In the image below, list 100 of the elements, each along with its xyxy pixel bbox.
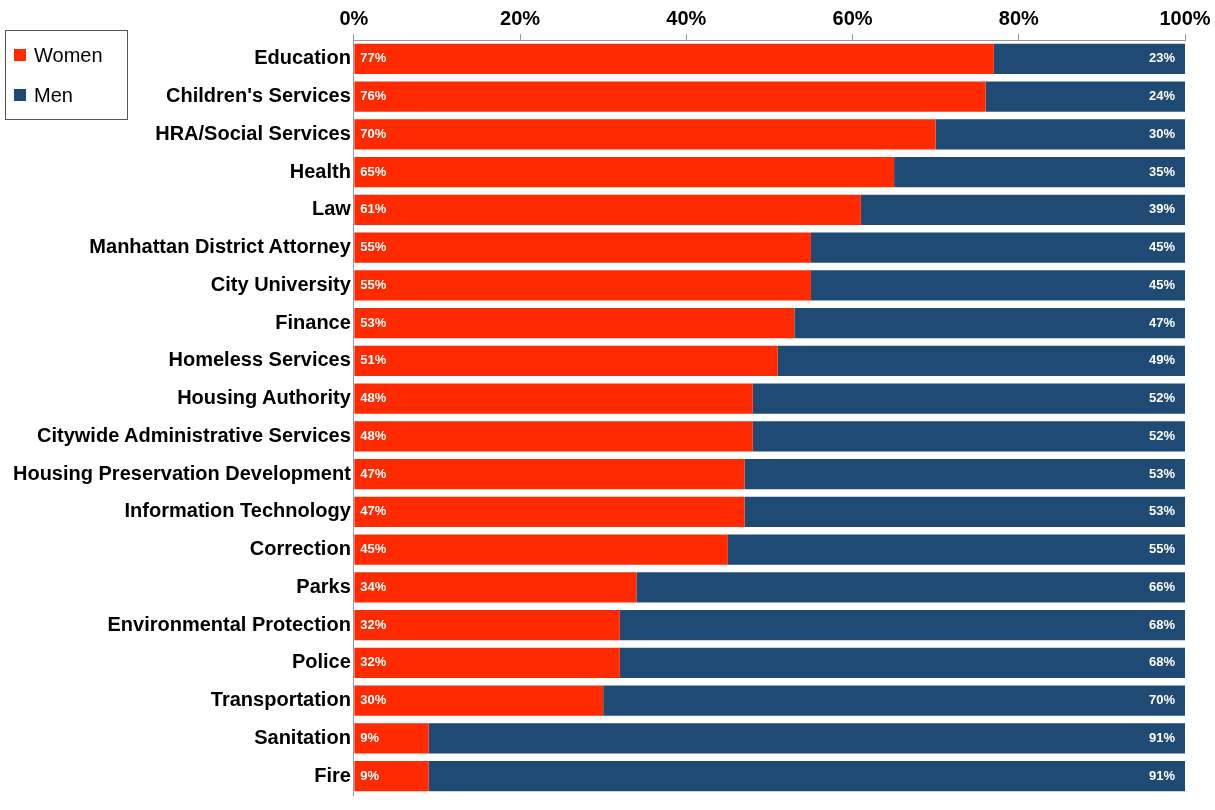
bar — [354, 761, 429, 792]
bar — [860, 194, 1185, 225]
text: 55% — [1148, 541, 1175, 557]
bar — [636, 572, 1185, 603]
bar — [794, 308, 1185, 339]
y-tick-label: Transportation — [210, 688, 351, 711]
y-tick-label: Citywide Administrative Services — [37, 423, 351, 446]
bar — [810, 270, 1185, 301]
bar — [354, 534, 728, 565]
text: 91% — [1148, 729, 1175, 745]
bar — [744, 496, 1185, 527]
bar — [354, 194, 861, 225]
text: 55% — [360, 239, 387, 255]
text: 47% — [360, 465, 387, 481]
text: 76% — [360, 88, 387, 104]
bar — [354, 43, 994, 74]
bar — [428, 723, 1185, 754]
bar — [752, 383, 1185, 414]
text: 91% — [1148, 767, 1175, 783]
text: 30% — [1148, 125, 1175, 141]
y-tick-label: Law — [311, 197, 352, 220]
bar — [777, 345, 1185, 376]
text: 32% — [360, 654, 387, 670]
bar — [354, 723, 429, 754]
y-tick-label: HRA/Social Services — [155, 121, 351, 144]
y-tick-label: Housing Authority — [177, 386, 352, 409]
bar — [727, 534, 1185, 565]
y-tick-label: Finance — [275, 310, 351, 333]
bar — [354, 81, 986, 112]
x-tick-label: 80% — [998, 6, 1039, 29]
bar — [354, 496, 745, 527]
bar — [354, 685, 604, 716]
bar — [354, 572, 637, 603]
text: 9% — [360, 729, 380, 745]
bar — [354, 157, 895, 188]
text: 53% — [360, 314, 387, 330]
text: 70% — [1148, 692, 1175, 708]
y-tick-label: Homeless Services — [168, 348, 351, 371]
y-tick-label: Police — [291, 650, 351, 673]
bar — [354, 232, 811, 263]
text: 32% — [360, 616, 387, 632]
text: 52% — [1148, 427, 1175, 443]
y-tick-label: Sanitation — [254, 725, 351, 748]
x-tick-label: 0% — [339, 6, 369, 29]
x-tick-label: 60% — [832, 6, 873, 29]
bar — [354, 383, 753, 414]
y-tick-label: Manhattan District Attorney — [89, 235, 352, 258]
text: 45% — [360, 541, 387, 557]
text: 39% — [1148, 201, 1175, 217]
text: 68% — [1148, 616, 1175, 632]
text: 47% — [1148, 314, 1175, 330]
text: 53% — [1148, 465, 1175, 481]
y-tick-label: City University — [210, 272, 352, 295]
text: 70% — [360, 125, 387, 141]
text: 53% — [1148, 503, 1175, 519]
bar — [985, 81, 1185, 112]
text: 47% — [360, 503, 387, 519]
text: 35% — [1148, 163, 1175, 179]
bar — [894, 157, 1185, 188]
text: 61% — [360, 201, 387, 217]
bar — [935, 119, 1185, 150]
bar — [354, 647, 620, 678]
y-tick-label: Children's Services — [166, 84, 351, 107]
text: 24% — [1148, 88, 1175, 104]
x-tick-label: 20% — [500, 6, 541, 29]
text: 65% — [360, 163, 387, 179]
text: 51% — [360, 352, 387, 368]
y-tick-label: Correction — [249, 537, 351, 560]
bar — [354, 459, 745, 490]
y-tick-label: Environmental Protection — [107, 612, 351, 635]
text: 45% — [1148, 276, 1175, 292]
x-tick-label: 100% — [1159, 6, 1211, 29]
bar — [603, 685, 1185, 716]
bar — [619, 610, 1185, 641]
text: 66% — [1148, 578, 1175, 594]
text: 52% — [1148, 390, 1175, 406]
bar — [354, 119, 936, 150]
y-tick-label: Parks — [296, 574, 351, 597]
text: 30% — [360, 692, 387, 708]
legend-label: Men — [34, 83, 73, 107]
y-tick-label: Education — [254, 46, 351, 69]
text: 48% — [360, 390, 387, 406]
bar — [354, 345, 778, 376]
bar — [354, 610, 620, 641]
y-tick-label: Housing Preservation Development — [12, 461, 352, 484]
text: 34% — [360, 578, 387, 594]
x-tick-label: 40% — [666, 6, 707, 29]
bar — [354, 308, 795, 339]
y-tick-label: Health — [289, 159, 351, 182]
bar — [428, 761, 1185, 792]
text: 23% — [1148, 50, 1175, 66]
text: 45% — [1148, 239, 1175, 255]
text: 68% — [1148, 654, 1175, 670]
bar — [752, 421, 1185, 452]
bar — [354, 270, 811, 301]
bar — [993, 43, 1185, 74]
text: 48% — [360, 427, 387, 443]
y-tick-label: Information Technology — [124, 499, 352, 522]
legend-label: Women — [34, 43, 103, 67]
text: 77% — [360, 50, 387, 66]
